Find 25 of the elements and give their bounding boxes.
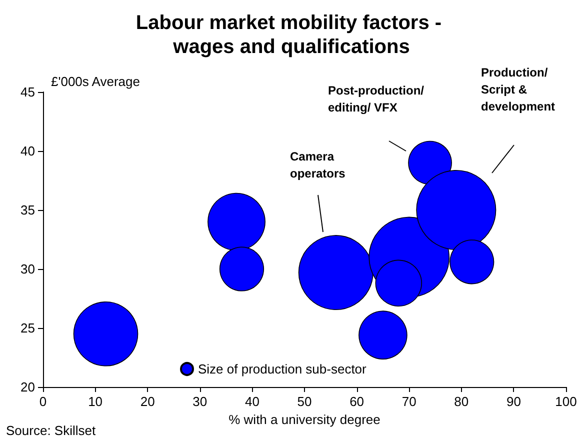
chart-title: Labour market mobility factors - wages and qualifications [136, 12, 448, 58]
x-tick-label: 20 [140, 394, 155, 409]
x-tick-label: 0 [39, 394, 47, 409]
x-axis-title: % with a university degree [228, 412, 380, 427]
x-tick-label: 80 [454, 394, 469, 409]
annotation: Post-production/ editing/ VFX [328, 84, 428, 114]
y-axis-title: £'000s Average [51, 74, 140, 89]
y-tick-label: 30 [20, 262, 35, 276]
source-note: Source: Skillset [6, 423, 96, 438]
legend-label: Size of production sub-sector [198, 362, 368, 376]
y-tick-label: 45 [20, 84, 35, 100]
x-tick-label: 10 [88, 394, 103, 409]
x-tick-label: 50 [297, 394, 312, 409]
x-tick-label: 60 [350, 394, 364, 409]
x-tick-label: 30 [192, 394, 208, 409]
y-tick-label: 40 [20, 144, 35, 158]
x-tick-label: 100 [555, 394, 577, 409]
x-tick-label: 70 [402, 394, 416, 409]
annotation: Camera operators [290, 150, 346, 180]
x-tick-label: 40 [244, 394, 260, 409]
y-tick-label: 35 [20, 202, 35, 218]
x-tick-label: 90 [506, 394, 521, 409]
y-tick-label: 20 [20, 380, 35, 394]
annotation: Production/ Script & development [481, 66, 556, 114]
y-tick-label: 25 [20, 320, 35, 336]
